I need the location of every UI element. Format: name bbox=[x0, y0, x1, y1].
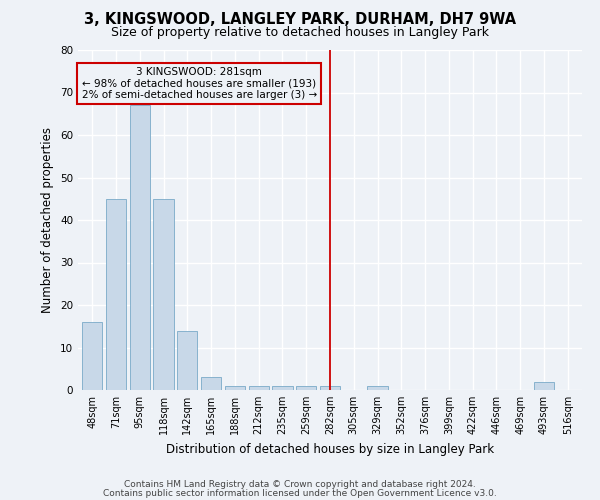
Bar bbox=[367, 386, 388, 390]
X-axis label: Distribution of detached houses by size in Langley Park: Distribution of detached houses by size … bbox=[166, 442, 494, 456]
Text: Contains public sector information licensed under the Open Government Licence v3: Contains public sector information licen… bbox=[103, 488, 497, 498]
Bar bbox=[248, 386, 269, 390]
Text: 3, KINGSWOOD, LANGLEY PARK, DURHAM, DH7 9WA: 3, KINGSWOOD, LANGLEY PARK, DURHAM, DH7 … bbox=[84, 12, 516, 28]
Bar bbox=[82, 322, 103, 390]
Bar bbox=[225, 386, 245, 390]
Bar bbox=[534, 382, 554, 390]
Bar bbox=[106, 198, 126, 390]
Bar bbox=[130, 106, 150, 390]
Y-axis label: Number of detached properties: Number of detached properties bbox=[41, 127, 55, 313]
Bar bbox=[154, 198, 173, 390]
Bar bbox=[272, 386, 293, 390]
Text: Contains HM Land Registry data © Crown copyright and database right 2024.: Contains HM Land Registry data © Crown c… bbox=[124, 480, 476, 489]
Bar bbox=[177, 330, 197, 390]
Bar bbox=[201, 378, 221, 390]
Text: 3 KINGSWOOD: 281sqm
← 98% of detached houses are smaller (193)
2% of semi-detach: 3 KINGSWOOD: 281sqm ← 98% of detached ho… bbox=[82, 67, 317, 100]
Bar bbox=[296, 386, 316, 390]
Bar bbox=[320, 386, 340, 390]
Text: Size of property relative to detached houses in Langley Park: Size of property relative to detached ho… bbox=[111, 26, 489, 39]
